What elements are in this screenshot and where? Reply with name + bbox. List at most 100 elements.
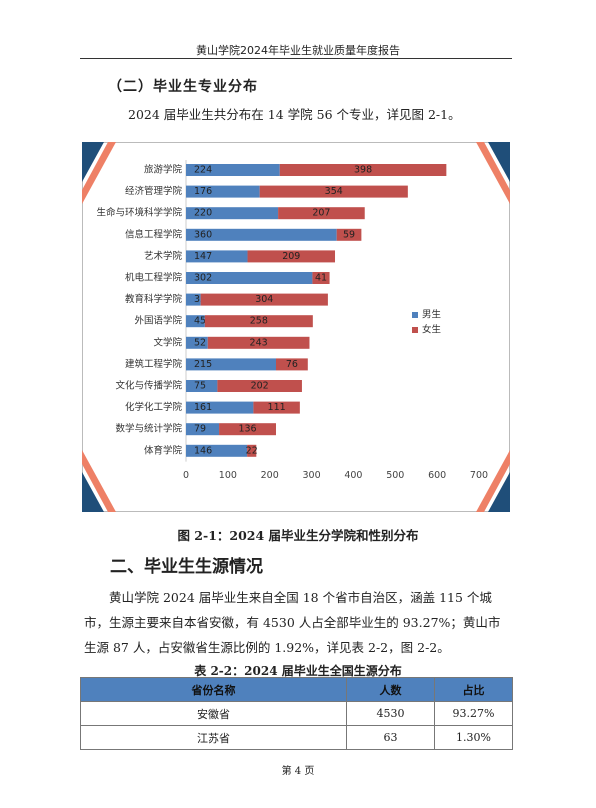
bar-segment <box>186 401 254 414</box>
data-label: 398 <box>354 165 372 176</box>
heading: 二、毕业生生源情况 <box>110 557 263 577</box>
figure-caption: 图 2-1：2024 届毕业生分学院和性别分布 <box>177 528 419 543</box>
bar-segment <box>312 272 330 284</box>
y-tick-label: 旅游学院 <box>144 164 183 176</box>
corner-deco <box>82 142 116 204</box>
data-label: 52 <box>194 337 206 348</box>
data-label: 136 <box>238 424 256 435</box>
table-cell: 4530 <box>346 701 435 726</box>
y-tick-label: 生命与环境科学学院 <box>96 207 182 219</box>
y-tick-label: 经济管理学院 <box>125 185 183 197</box>
data-label: 75 <box>194 381 206 392</box>
bar-segment <box>253 401 300 414</box>
legend-swatch <box>412 327 418 333</box>
y-tick-label: 教育科学学院 <box>125 293 183 305</box>
paragraph: 2024 届毕业生共分布在 14 学院 56 个专业，详见图 2-1。 <box>128 107 461 122</box>
data-label: 147 <box>194 251 212 262</box>
x-tick-label: 500 <box>386 470 404 481</box>
corner-deco <box>476 142 510 204</box>
page-footer: 第 4 页 <box>281 766 315 777</box>
data-label: 302 <box>194 273 212 284</box>
data-label: 304 <box>255 294 273 305</box>
data-label: 79 <box>194 424 206 435</box>
y-tick-label: 体育学院 <box>144 444 183 456</box>
table-header: 占比 <box>434 677 513 702</box>
bar-segment <box>186 272 313 284</box>
bar-segment <box>278 207 365 220</box>
data-label: 207 <box>312 208 330 219</box>
chart: 0 100 200 300 400 500 600 700 旅游学院 224 398 经济管理学院 17… <box>82 142 510 512</box>
data-label: 202 <box>251 381 269 392</box>
data-label: 146 <box>194 445 212 456</box>
bar-segment <box>186 358 276 371</box>
y-tick-label: 文化与传播学院 <box>115 380 182 392</box>
bar-segment <box>247 250 336 263</box>
bar-segment <box>186 228 337 241</box>
data-label: 41 <box>315 273 327 284</box>
bar-segment <box>200 293 328 306</box>
x-tick-label: 100 <box>219 470 237 481</box>
x-tick-label: 300 <box>303 470 321 481</box>
section-title: （二）毕业生专业分布 <box>108 79 258 95</box>
table-cell: 1.30% <box>434 725 513 750</box>
data-label: 59 <box>343 229 355 240</box>
bar-segment <box>219 423 276 436</box>
y-tick-label: 艺术学院 <box>144 250 183 262</box>
y-tick-label: 化学化工学院 <box>125 401 183 413</box>
bar-segment <box>186 207 279 220</box>
x-tick-label: 400 <box>344 470 362 481</box>
y-tick-label: 外国语学院 <box>134 315 182 327</box>
x-tick-label: 600 <box>428 470 446 481</box>
bar-segment <box>186 315 205 328</box>
data-label: 243 <box>250 337 268 348</box>
y-tick-label: 数学与统计学院 <box>115 423 182 435</box>
data-label: 354 <box>325 186 343 197</box>
data-label: 220 <box>194 208 212 219</box>
bar-segment <box>186 423 220 436</box>
x-tick-label: 700 <box>470 470 488 481</box>
data-label: 258 <box>250 316 268 327</box>
bar-segment <box>247 444 257 457</box>
bar-segment <box>279 164 447 176</box>
table-caption: 表 2-2：2024 届毕业生全国生源分布 <box>194 664 402 678</box>
table-header: 人数 <box>346 677 435 702</box>
y-tick-label: 文学院 <box>153 336 182 348</box>
table-cell: 63 <box>346 725 435 750</box>
bar-segment <box>275 358 308 371</box>
data-label: 360 <box>194 229 212 240</box>
data-label: 176 <box>194 186 212 197</box>
data-label: 22 <box>246 445 258 456</box>
bar-segment <box>204 315 313 328</box>
bar-segment <box>186 185 260 198</box>
bar-segment <box>186 444 248 457</box>
table-header: 省份名称 <box>80 677 347 702</box>
data-label: 209 <box>282 251 300 262</box>
corner-deco <box>82 142 104 182</box>
data-label: 45 <box>194 316 206 327</box>
bar-segment <box>186 336 208 349</box>
bar-segment <box>186 293 201 306</box>
y-tick-label: 信息工程学院 <box>125 228 183 240</box>
bar-segment <box>186 250 248 263</box>
table-cell: 江苏省 <box>80 725 347 750</box>
table-cell: 93.27% <box>434 701 513 726</box>
data-label: 215 <box>194 359 212 370</box>
corner-deco <box>476 450 510 512</box>
corner-deco <box>82 472 104 512</box>
data-label: 111 <box>268 402 286 413</box>
x-tick-label: 200 <box>261 470 279 481</box>
bar-segment <box>217 380 302 392</box>
data-label: 76 <box>286 359 298 370</box>
corner-deco <box>488 142 510 182</box>
corner-deco <box>488 472 510 512</box>
legend-swatch <box>412 312 418 318</box>
table-cell: 安徽省 <box>80 701 347 726</box>
table: 省份名称 人数 占比 安徽省 4530 93.27% 江苏省 63 1.30% <box>80 677 513 750</box>
header-rule <box>80 58 512 59</box>
legend-label: 男生 <box>422 309 442 321</box>
y-tick-label: 机电工程学院 <box>125 272 183 284</box>
bar-segment <box>186 380 218 392</box>
page-header: 黄山学院2024年毕业生就业质量年度报告 <box>196 44 400 57</box>
legend-label: 女生 <box>422 324 442 336</box>
